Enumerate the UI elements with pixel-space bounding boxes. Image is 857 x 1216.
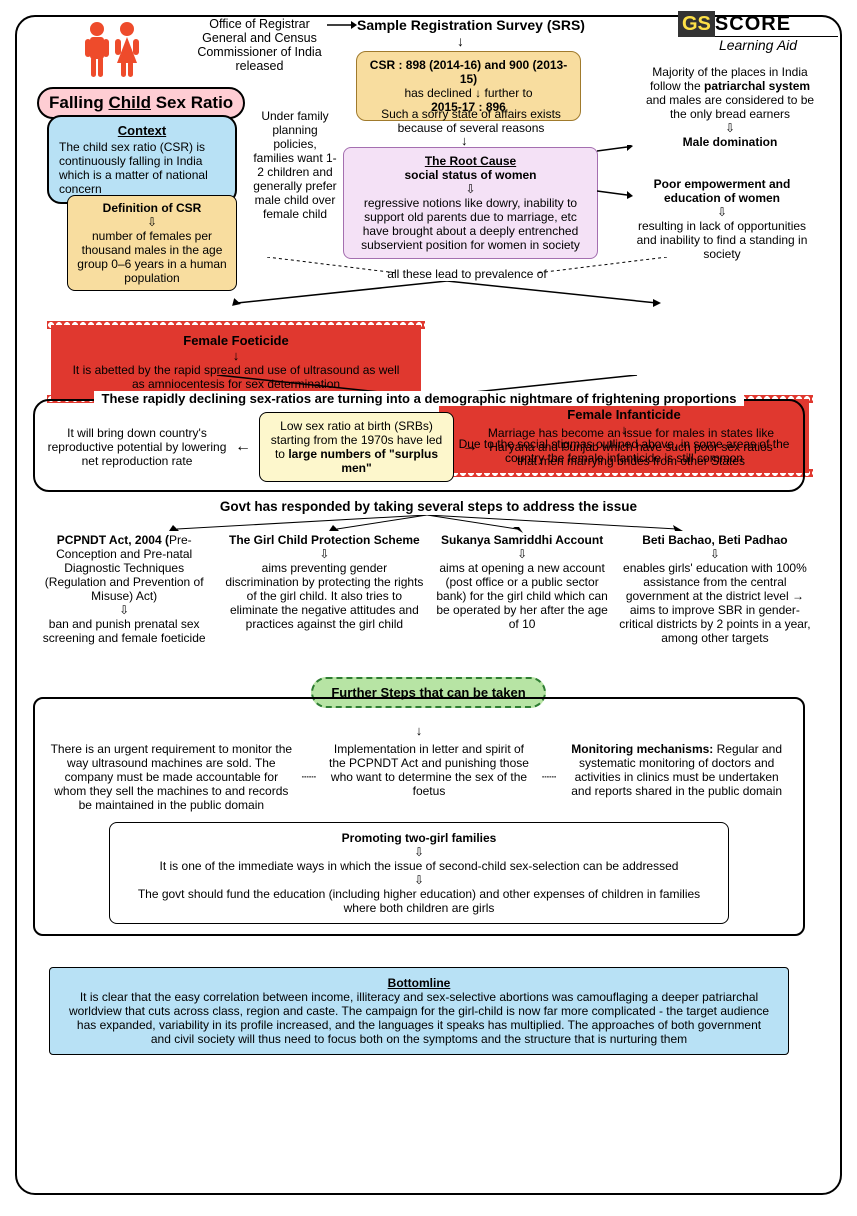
govt-c1h: PCPNDT Act, 2004 (	[57, 533, 169, 547]
twogirl-box: Promoting two-girl families ⇩ It is one …	[109, 822, 729, 924]
empower-t: resulting in lack of opportunities and i…	[627, 219, 817, 261]
title-pre: Falling	[49, 93, 109, 112]
bottomline-box: Bottomline It is clear that the easy cor…	[49, 967, 789, 1055]
twogirl-t1: It is one of the immediate ways in which…	[124, 859, 714, 873]
empower-block: Poor empowerment and education of women …	[627, 177, 817, 261]
def-box: Definition of CSR ⇩ number of females pe…	[67, 195, 237, 291]
nightmare-right: Marriage has become an issue for males i…	[486, 426, 776, 468]
arrow-down-icon: ⇩	[223, 547, 425, 561]
further-righth: Monitoring mechanisms:	[571, 742, 716, 756]
sorry-text: Such a sorry state of affairs exists bec…	[359, 107, 583, 135]
govt-h: Govt has responded by taking several ste…	[17, 499, 840, 514]
arrow-down-icon: ⇩	[124, 873, 714, 887]
logo: GSSCORE Learning Aid	[678, 13, 838, 53]
office-text: Office of Registrar General and Census C…	[192, 17, 327, 73]
empower-h: Poor empowerment and education of women	[627, 177, 817, 205]
arrow-down-icon: ↓	[49, 723, 789, 738]
further-box: ↓ There is an urgent requirement to moni…	[33, 697, 805, 936]
srs-l2: has declined ↓ further to	[363, 86, 574, 100]
nightmare-left: It will bring down country's reproductiv…	[47, 426, 227, 468]
root-s: social status of women	[352, 168, 589, 182]
arrow-down-icon: ⇩	[627, 205, 817, 219]
arrow-down-icon: ⇩	[619, 547, 811, 561]
srs-l1: CSR : 898 (2014-16) and 900 (2013-15)	[363, 58, 574, 86]
arrow-right-icon: →	[462, 438, 478, 456]
context-t: The child sex ratio (CSR) is continuousl…	[59, 140, 225, 196]
dash-icon: ┄┄	[302, 770, 316, 784]
arrow-down-icon: ⇩	[76, 215, 228, 229]
root-box: The Root Cause social status of women ⇩ …	[343, 147, 598, 259]
twogirl-t2: The govt should fund the education (incl…	[124, 887, 714, 915]
nightmare-box: These rapidly declining sex-ratios are t…	[33, 399, 805, 492]
arrow-down-icon: ↓	[461, 133, 468, 148]
arrow-down-icon: ⇩	[124, 845, 714, 859]
logo-score: SCORE	[715, 13, 791, 35]
patriarchal-t: Majority of the places in India follow t…	[646, 65, 814, 121]
def-h: Definition of CSR	[76, 201, 228, 215]
srs-title: Sample Registration Survey (SRS)	[357, 17, 585, 33]
further-mid: Implementation in letter and spirit of t…	[324, 742, 534, 798]
logo-subtitle: Learning Aid	[678, 36, 838, 53]
further-left: There is an urgent requirement to monito…	[49, 742, 294, 812]
leadto-text: all these lead to prevalence of	[347, 267, 587, 281]
nightmare-h: These rapidly declining sex-ratios are t…	[94, 391, 745, 406]
title-suf: Sex Ratio	[151, 93, 233, 112]
arrow-down-icon: ⇩	[352, 182, 589, 196]
govt-col3: Sukanya Samriddhi Account ⇩ aims at open…	[433, 533, 610, 645]
govt-c2t: aims preventing gender discrimination by…	[223, 561, 425, 631]
govt-c3h: Sukanya Samriddhi Account	[433, 533, 610, 547]
govt-c2h: The Girl Child Protection Scheme	[223, 533, 425, 547]
logo-gs: GS	[678, 11, 715, 37]
root-t: regressive notions like dowry, inability…	[352, 196, 589, 252]
people-icon	[77, 21, 147, 86]
foeticide-h: Female Foeticide	[65, 333, 407, 348]
govt-col2: The Girl Child Protection Scheme ⇩ aims …	[223, 533, 425, 645]
bottom-h: Bottomline	[66, 976, 772, 990]
govt-c4h: Beti Bachao, Beti Padhao	[619, 533, 811, 547]
nightmare-mid2: large numbers of "surplus men"	[288, 447, 438, 475]
govt-c3t: aims at opening a new account (post offi…	[433, 561, 610, 631]
bottom-t: It is clear that the easy correlation be…	[66, 990, 772, 1046]
arrow-down-icon: ↓	[65, 348, 407, 363]
low-srb-box: Low sex ratio at birth (SRBs) starting f…	[259, 412, 454, 482]
govt-c1t: ban and punish prenatal sex screening an…	[33, 617, 215, 645]
title-mid: Child	[109, 93, 152, 112]
arrow-down-icon: ↓	[457, 33, 464, 49]
dash-icon: ┄┄	[542, 770, 556, 784]
govt-columns: PCPNDT Act, 2004 (Pre-Conception and Pre…	[33, 533, 811, 645]
family-text: Under family planning policies, families…	[253, 109, 337, 221]
twogirl-h: Promoting two-girl families	[124, 831, 714, 845]
foeticide-t: It is abetted by the rapid spread and us…	[65, 363, 407, 391]
govt-c4t: enables girls' education with 100% assis…	[619, 561, 811, 645]
further-right: Monitoring mechanisms: Regular and syste…	[564, 742, 789, 798]
arrow-down-icon: ⇩	[33, 603, 215, 617]
context-h: Context	[59, 123, 225, 138]
govt-col1: PCPNDT Act, 2004 (Pre-Conception and Pre…	[33, 533, 215, 645]
arrow-left-icon: ←	[235, 438, 251, 456]
arrow-down-icon: ⇩	[433, 547, 610, 561]
arrow-down-icon: ⇩	[641, 121, 819, 135]
foeticide-box: Female Foeticide ↓ It is abetted by the …	[51, 325, 421, 399]
govt-col4: Beti Bachao, Beti Padhao ⇩ enables girls…	[619, 533, 811, 645]
root-h: The Root Cause	[352, 154, 589, 168]
patriarchal-block: Majority of the places in India follow t…	[641, 65, 819, 149]
patriarchal-c: Male domination	[641, 135, 819, 149]
context-box: Context The child sex ratio (CSR) is con…	[47, 115, 237, 204]
def-t: number of females per thousand males in …	[76, 229, 228, 285]
